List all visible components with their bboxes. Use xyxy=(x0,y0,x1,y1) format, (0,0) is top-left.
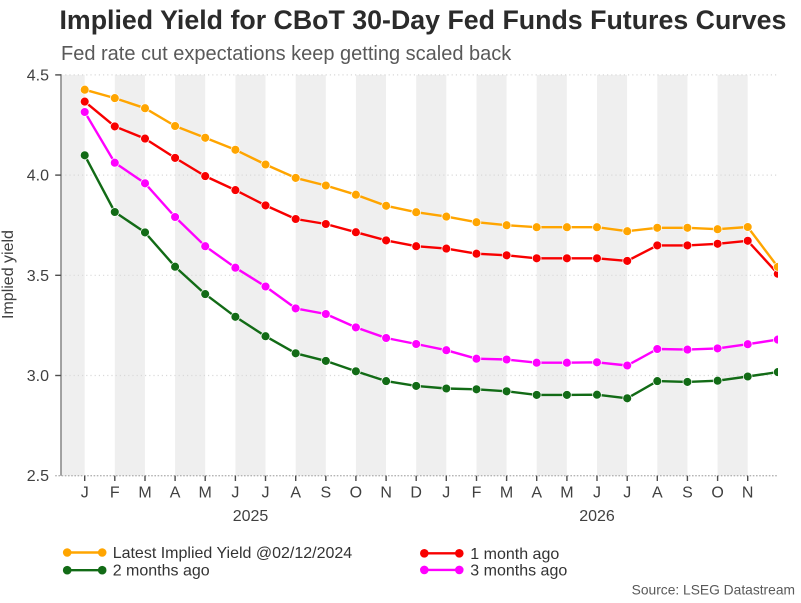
svg-text:N: N xyxy=(742,485,754,502)
svg-text:O: O xyxy=(350,485,362,502)
svg-text:A: A xyxy=(170,485,181,502)
svg-text:J: J xyxy=(231,485,239,502)
svg-text:1 month ago: 1 month ago xyxy=(470,546,559,563)
svg-text:A: A xyxy=(531,485,542,502)
svg-text:3.0: 3.0 xyxy=(27,368,49,385)
svg-text:A: A xyxy=(290,485,301,502)
svg-text:O: O xyxy=(711,485,723,502)
svg-text:Source: LSEG Datastream: Source: LSEG Datastream xyxy=(632,583,795,598)
svg-text:M: M xyxy=(560,485,573,502)
svg-text:2.5: 2.5 xyxy=(27,468,49,485)
svg-text:J: J xyxy=(81,485,89,502)
svg-text:4.5: 4.5 xyxy=(27,67,49,84)
svg-text:D: D xyxy=(410,485,422,502)
svg-text:2 months ago: 2 months ago xyxy=(113,563,210,580)
svg-text:Implied yield: Implied yield xyxy=(0,230,17,319)
svg-text:2026: 2026 xyxy=(579,508,615,525)
svg-text:J: J xyxy=(442,485,450,502)
svg-text:A: A xyxy=(652,485,663,502)
svg-text:S: S xyxy=(320,485,331,502)
svg-text:N: N xyxy=(380,485,392,502)
svg-text:J: J xyxy=(593,485,601,502)
svg-text:Implied Yield for CBoT 30-Day: Implied Yield for CBoT 30-Day Fed Funds … xyxy=(60,5,787,35)
svg-text:4.0: 4.0 xyxy=(27,168,49,185)
svg-text:M: M xyxy=(199,485,212,502)
svg-text:3.5: 3.5 xyxy=(27,268,49,285)
svg-text:M: M xyxy=(500,485,513,502)
svg-text:3 months ago: 3 months ago xyxy=(470,562,567,579)
svg-text:J: J xyxy=(623,485,631,502)
svg-text:J: J xyxy=(262,485,270,502)
svg-text:Latest Implied Yield @02/12/20: Latest Implied Yield @02/12/2024 xyxy=(113,545,353,562)
svg-text:F: F xyxy=(472,485,482,502)
svg-text:S: S xyxy=(682,485,693,502)
svg-text:M: M xyxy=(138,485,151,502)
svg-text:Fed rate cut expectations keep: Fed rate cut expectations keep getting s… xyxy=(61,43,512,65)
svg-text:2025: 2025 xyxy=(233,508,269,525)
svg-text:F: F xyxy=(110,485,120,502)
